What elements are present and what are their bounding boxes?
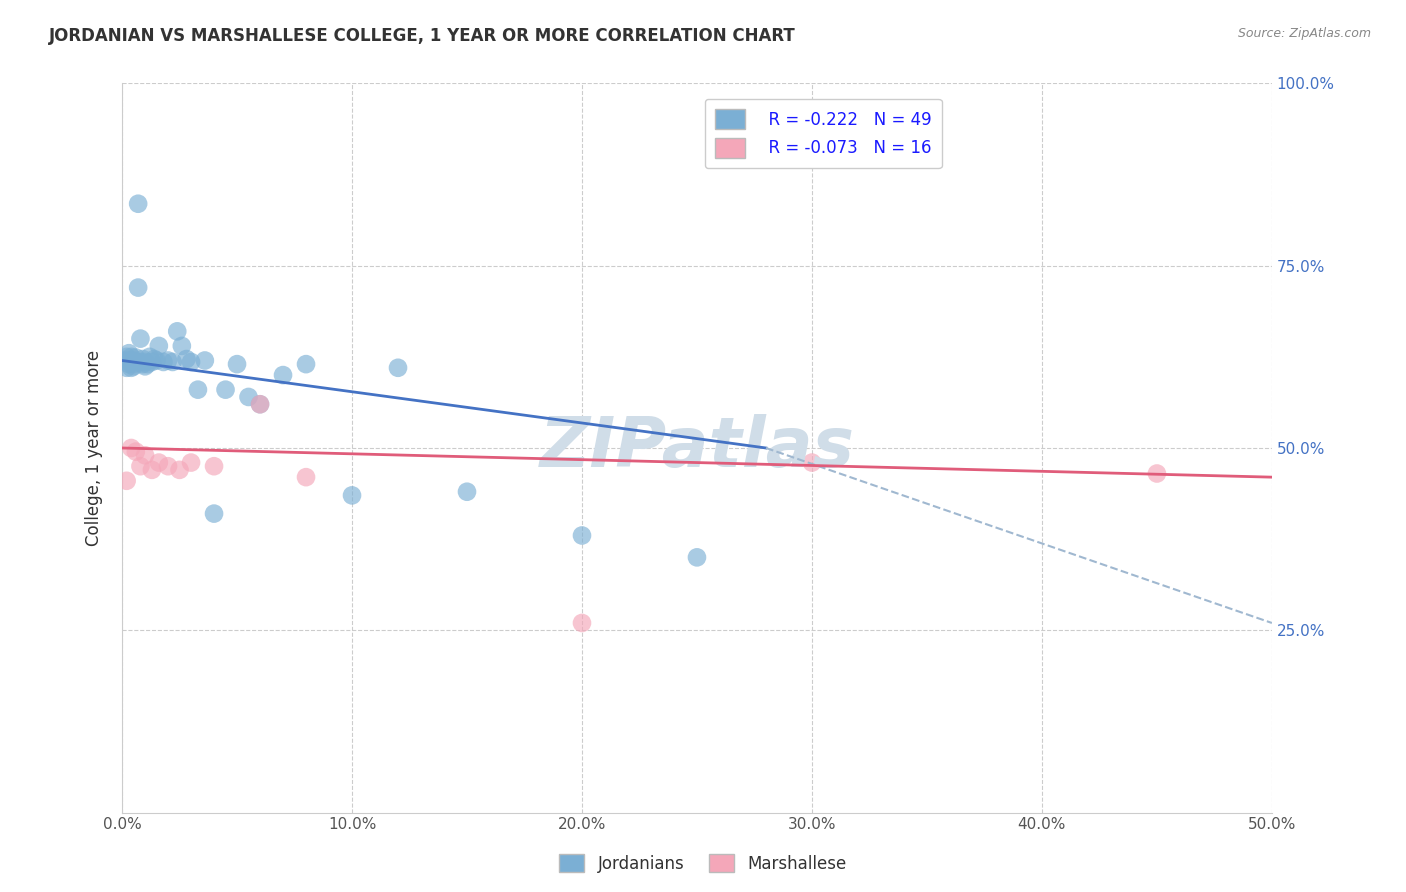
- Point: [387, 360, 409, 375]
- Point: [194, 353, 217, 368]
- Point: [115, 360, 138, 375]
- Point: [118, 346, 141, 360]
- Point: [686, 550, 709, 565]
- Point: [169, 463, 191, 477]
- Point: [136, 357, 159, 371]
- Point: [112, 353, 135, 368]
- Point: [148, 339, 170, 353]
- Point: [129, 355, 152, 369]
- Point: [145, 353, 167, 368]
- Point: [176, 352, 198, 367]
- Point: [127, 196, 149, 211]
- Point: [202, 507, 225, 521]
- Point: [571, 615, 593, 630]
- Point: [138, 350, 160, 364]
- Point: [1146, 467, 1168, 481]
- Point: [127, 280, 149, 294]
- Point: [180, 355, 202, 369]
- Text: JORDANIAN VS MARSHALLESE COLLEGE, 1 YEAR OR MORE CORRELATION CHART: JORDANIAN VS MARSHALLESE COLLEGE, 1 YEAR…: [49, 27, 796, 45]
- Legend:   R = -0.222   N = 49,   R = -0.073   N = 16: R = -0.222 N = 49, R = -0.073 N = 16: [704, 99, 942, 168]
- Point: [115, 350, 138, 364]
- Point: [125, 355, 148, 369]
- Point: [148, 456, 170, 470]
- Point: [134, 355, 156, 369]
- Point: [134, 359, 156, 374]
- Point: [157, 459, 180, 474]
- Point: [120, 441, 142, 455]
- Point: [122, 359, 145, 374]
- Point: [226, 357, 249, 371]
- Point: [125, 444, 148, 458]
- Point: [180, 456, 202, 470]
- Point: [118, 353, 141, 368]
- Point: [122, 353, 145, 368]
- Point: [143, 352, 166, 367]
- Point: [132, 352, 155, 367]
- Point: [214, 383, 236, 397]
- Point: [295, 357, 318, 371]
- Point: [152, 355, 174, 369]
- Point: [166, 324, 188, 338]
- Point: [125, 351, 148, 365]
- Point: [120, 360, 142, 375]
- Point: [202, 459, 225, 474]
- Point: [271, 368, 294, 382]
- Point: [120, 355, 142, 369]
- Point: [134, 448, 156, 462]
- Point: [340, 488, 363, 502]
- Point: [295, 470, 318, 484]
- Point: [238, 390, 260, 404]
- Point: [132, 357, 155, 371]
- Text: ZIPatlas: ZIPatlas: [540, 415, 855, 482]
- Point: [157, 353, 180, 368]
- Point: [800, 456, 823, 470]
- Point: [120, 350, 142, 364]
- Y-axis label: College, 1 year or more: College, 1 year or more: [86, 350, 103, 546]
- Legend: Jordanians, Marshallese: Jordanians, Marshallese: [553, 847, 853, 880]
- Point: [162, 355, 184, 369]
- Point: [118, 357, 141, 371]
- Point: [141, 355, 163, 369]
- Point: [122, 357, 145, 371]
- Text: Source: ZipAtlas.com: Source: ZipAtlas.com: [1237, 27, 1371, 40]
- Point: [141, 463, 163, 477]
- Point: [249, 397, 271, 411]
- Point: [249, 397, 271, 411]
- Point: [456, 484, 478, 499]
- Point: [115, 474, 138, 488]
- Point: [170, 339, 193, 353]
- Point: [129, 459, 152, 474]
- Point: [187, 383, 209, 397]
- Point: [129, 332, 152, 346]
- Point: [571, 528, 593, 542]
